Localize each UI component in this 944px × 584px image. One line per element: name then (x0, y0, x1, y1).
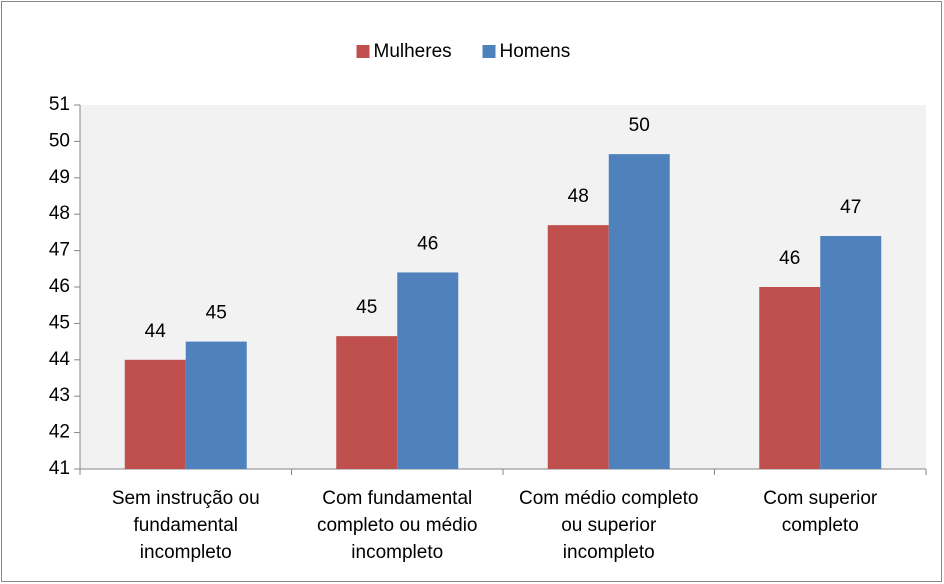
value-label: 44 (145, 321, 167, 342)
bar (547, 225, 609, 469)
bar (397, 272, 459, 469)
bar (820, 236, 882, 469)
bar (608, 154, 670, 469)
y-tick-label: 47 (49, 240, 70, 261)
x-tick-label: Com médio completo ou superior incompleto (519, 488, 699, 563)
bar (124, 359, 186, 469)
y-tick-label: 45 (49, 312, 70, 333)
bar (336, 336, 398, 469)
x-tick-label: Sem instrução ou fundamental incompleto (112, 488, 260, 563)
y-tick-label: 46 (49, 276, 70, 297)
bar (759, 287, 821, 469)
x-tick-label: Com fundamental completo ou médio incomple… (317, 488, 478, 563)
value-label: 46 (779, 248, 800, 269)
y-tick-label: 42 (49, 422, 70, 443)
y-tick-label: 48 (49, 203, 70, 224)
legend-swatch (356, 45, 370, 58)
legend-label: Homens (500, 41, 571, 62)
y-tick-label: 50 (49, 130, 70, 151)
y-tick-label: 51 (49, 94, 70, 115)
y-tick-label: 49 (49, 167, 70, 188)
bar (185, 341, 247, 469)
y-tick-label: 44 (49, 349, 71, 370)
value-label: 45 (206, 303, 227, 324)
value-label: 47 (840, 197, 861, 218)
legend-swatch (482, 45, 496, 58)
legend-label: Mulheres (374, 41, 452, 62)
value-label: 48 (568, 186, 589, 207)
x-tick-label: Com superior completo (763, 488, 878, 536)
value-label: 50 (629, 115, 650, 136)
y-tick-label: 41 (49, 458, 70, 479)
y-tick-label: 43 (49, 385, 70, 406)
value-label: 46 (417, 233, 438, 254)
value-label: 45 (356, 297, 377, 318)
